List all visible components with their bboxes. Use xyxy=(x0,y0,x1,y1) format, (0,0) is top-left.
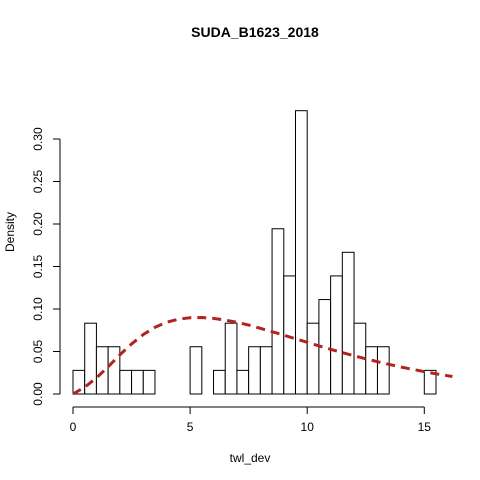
histogram-bar xyxy=(119,369,133,395)
chart-title: SUDA_B1623_2018 xyxy=(191,24,319,40)
y-tick-label: 0.05 xyxy=(31,339,45,363)
histogram-bar xyxy=(248,346,261,395)
histogram-bar xyxy=(189,346,203,395)
histogram-bar xyxy=(236,369,250,395)
y-axis: 0.00 0.05 0.10 0.15 0.20 0.25 0.30 xyxy=(31,127,61,406)
histogram-bar xyxy=(341,251,355,395)
x-tick-label: 15 xyxy=(418,420,432,434)
histogram-bar xyxy=(213,369,226,395)
histogram-bar xyxy=(107,346,121,395)
histogram-bar xyxy=(131,369,144,395)
y-tick-label: 0.25 xyxy=(31,169,45,193)
x-tick-label: 5 xyxy=(187,420,194,434)
y-tick-label: 0.10 xyxy=(31,297,45,321)
density-curve xyxy=(72,315,453,396)
y-axis-label: Density xyxy=(3,212,17,252)
histogram-bars xyxy=(72,110,437,395)
histogram-bar xyxy=(306,322,320,395)
y-tick-label: 0.15 xyxy=(31,254,45,278)
histogram-bar xyxy=(142,369,156,395)
y-tick-label: 0.30 xyxy=(31,127,45,151)
histogram-bar xyxy=(224,322,238,395)
histogram-bar xyxy=(259,346,273,395)
x-tick-label: 0 xyxy=(70,420,77,434)
histogram-bar xyxy=(376,346,390,395)
x-tick-label: 10 xyxy=(301,420,315,434)
histogram-bar xyxy=(423,369,437,395)
histogram-bar xyxy=(365,346,378,395)
y-tick-label: 0.00 xyxy=(31,382,45,406)
histogram-bar xyxy=(271,228,285,395)
x-axis-label: twl_dev xyxy=(230,451,271,465)
histogram-bar xyxy=(294,110,308,395)
y-tick-label: 0.20 xyxy=(31,212,45,236)
x-axis: 0 5 10 15 xyxy=(70,406,432,434)
histogram-bar xyxy=(330,275,343,395)
